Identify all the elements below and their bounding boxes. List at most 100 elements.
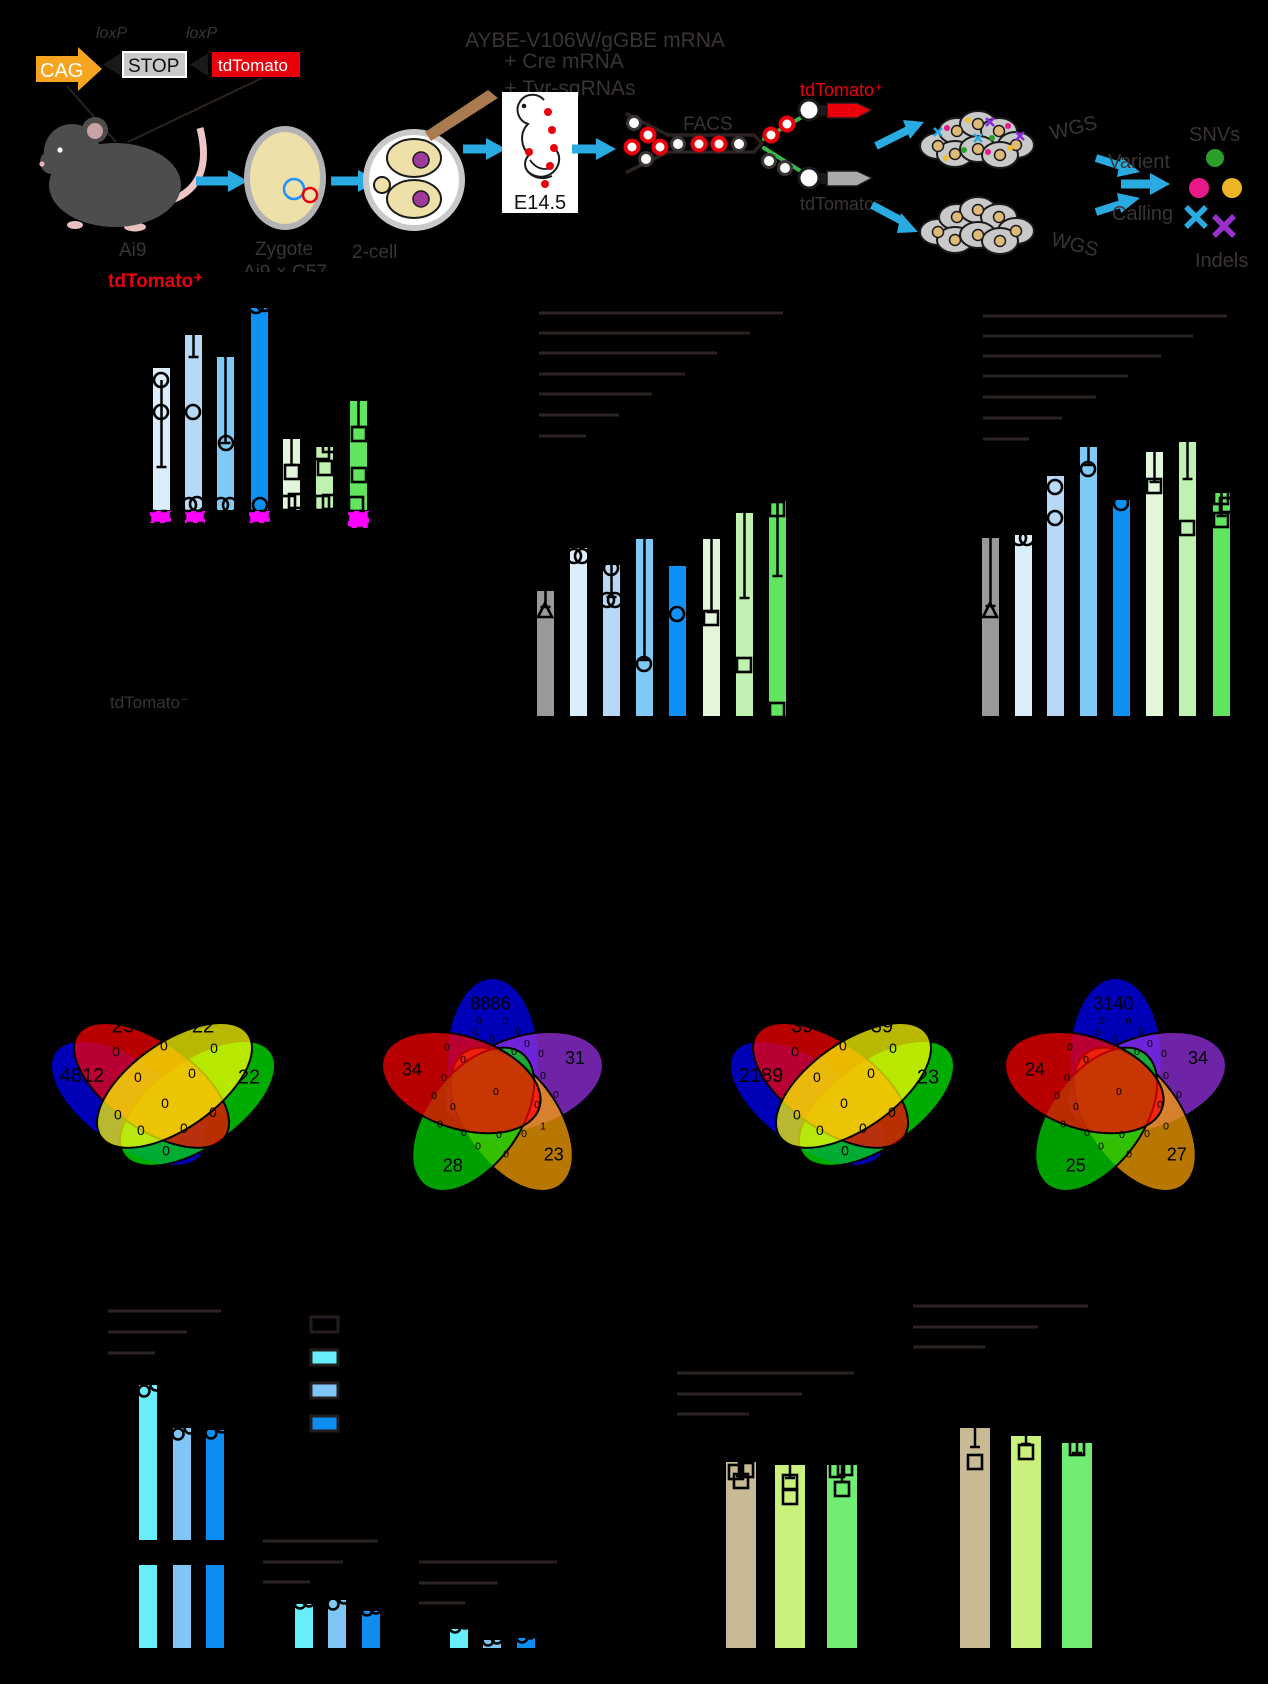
chart-e3 <box>419 1560 557 1648</box>
venn-cell-count: 0 <box>503 1149 509 1161</box>
marker-square <box>836 1459 854 1477</box>
cell-pos <box>710 135 728 153</box>
embryo-card: E14.5 <box>502 92 578 214</box>
bar <box>1047 476 1064 716</box>
venn-cell-count: 0 <box>1083 1054 1089 1066</box>
highlight-box <box>346 509 371 530</box>
bar <box>362 1611 380 1648</box>
two-cell-icon: 2-cell <box>352 90 498 263</box>
venn-cell-count: 0 <box>496 1129 502 1141</box>
bar <box>1179 442 1196 716</box>
indel-x-blue <box>1184 205 1208 229</box>
venn-cell-count: 0 <box>540 1070 546 1082</box>
venn-cell-count: 0 <box>1067 1042 1073 1054</box>
venn-set-count: 2189 <box>739 1065 784 1087</box>
highlight-box <box>247 509 272 525</box>
injection-needle-icon <box>425 90 498 141</box>
venn-cell-count: 0 <box>1163 1121 1169 1133</box>
facs-sorter: FACS <box>623 112 804 176</box>
marker-square <box>287 492 305 510</box>
venn-cell-count: 0 <box>1176 1089 1182 1101</box>
legend-swatch <box>309 1315 340 1334</box>
venn-set-count: 28 <box>443 1156 463 1176</box>
venn-cell-count: 0 <box>460 1054 466 1066</box>
tube-body <box>826 170 874 187</box>
bar <box>139 1385 157 1540</box>
stop-box <box>122 51 187 78</box>
venn-cell-count: 0 <box>1064 1072 1070 1084</box>
venn-cell-count: 1 <box>540 1121 546 1133</box>
venn-cell-count: 0 <box>162 1143 170 1159</box>
cell-pos <box>690 135 708 153</box>
venn-cell-count: 0 <box>867 1065 875 1081</box>
venn-set-count: 3140 <box>1093 994 1133 1014</box>
marker-circle <box>215 1420 229 1434</box>
snv-indel-key: SNVs Indels <box>1184 124 1248 272</box>
bar <box>1213 493 1230 716</box>
bar <box>703 539 720 716</box>
loxp-triangle-icon-2 <box>190 53 208 76</box>
chart-e2 <box>263 1539 383 1648</box>
indels-label: Indels <box>1195 250 1248 272</box>
venn-ellipse <box>95 1021 254 1149</box>
marker-circle <box>369 1601 383 1615</box>
bar <box>185 335 202 510</box>
venn-set-count: 27 <box>1167 1144 1187 1164</box>
marker-square <box>727 1463 745 1481</box>
venn-cell-count: 0 <box>489 1034 495 1046</box>
venn-cell-count: 0 <box>1157 1099 1163 1111</box>
venn-set-count: 24 <box>1025 1059 1045 1079</box>
marker-circle <box>1046 509 1064 527</box>
marker-square <box>737 1461 755 1479</box>
venn-cell-count: 0 <box>515 1026 521 1038</box>
tdtomato-neg-row-label: tdTomato⁻ <box>110 693 189 712</box>
bar <box>206 1565 224 1648</box>
venn-set-count: 23 <box>112 1015 134 1037</box>
venn-cell-count: 0 <box>521 1128 527 1140</box>
venn-cell-count: 0 <box>1095 1027 1101 1039</box>
marker-square <box>321 436 339 454</box>
venn-cell-count: 0 <box>511 1046 517 1058</box>
venn-cell-count: 0 <box>1116 1086 1122 1098</box>
cell-pos <box>762 126 780 144</box>
marker-square <box>1212 511 1230 529</box>
venn-set-count: 4812 <box>60 1065 105 1087</box>
venn-cell-count: 0 <box>209 1104 217 1120</box>
tube-negative: tdTomato⁻ <box>797 166 884 214</box>
marker-triangle <box>980 600 1000 619</box>
facs-sort-line-neg <box>762 146 804 174</box>
bar <box>517 1638 535 1648</box>
snvs-label: SNVs <box>1189 124 1240 146</box>
venn-set-count: 39 <box>791 1015 813 1037</box>
venn-cell-count: 0 <box>493 1086 499 1098</box>
mouse-snout <box>40 150 64 174</box>
venn-cell-count: 0 <box>1126 1149 1132 1161</box>
venn-cell-count: 0 <box>1134 1046 1140 1058</box>
bar <box>1113 500 1130 716</box>
legend-swatch <box>309 1381 340 1400</box>
bar <box>736 513 753 716</box>
venn-cell-count: 0 <box>888 1104 896 1120</box>
chart-f1 <box>677 1371 857 1648</box>
bar <box>769 501 786 716</box>
chart-b-right <box>980 314 1236 716</box>
legend-panel-e <box>309 1315 340 1433</box>
cell-neg <box>731 136 747 152</box>
embryo-dot <box>541 180 549 188</box>
venn-cell-count: 0 <box>1163 1070 1169 1082</box>
cell-neg <box>777 160 793 176</box>
bar <box>173 1565 191 1648</box>
venn-cell-count: 0 <box>1084 1127 1090 1139</box>
venn-cell-count: 0 <box>137 1122 145 1138</box>
marker-square <box>735 656 753 674</box>
marker-square <box>768 500 786 518</box>
marker-circle <box>1112 494 1130 512</box>
marker-circle <box>149 1378 163 1392</box>
chart-e1 <box>108 1309 229 1648</box>
bar <box>206 1430 224 1540</box>
highlight-box <box>183 509 207 525</box>
marker-circle <box>302 1594 316 1608</box>
venn-cell-count: 0 <box>1125 1015 1131 1027</box>
marker-circle <box>573 547 591 565</box>
venn-cell-count: 0 <box>1112 1034 1118 1046</box>
